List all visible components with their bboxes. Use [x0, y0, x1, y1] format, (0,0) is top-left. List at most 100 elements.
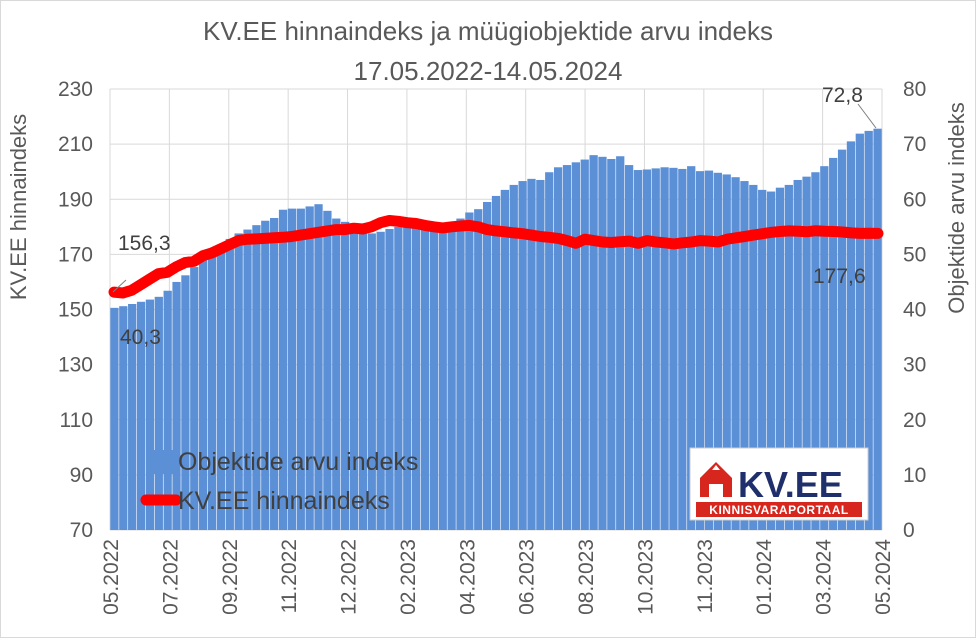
bar	[766, 191, 776, 530]
bar	[616, 156, 625, 530]
x-tick: 03.2024	[813, 539, 836, 615]
x-tick: 06.2023	[516, 539, 539, 615]
bar	[491, 195, 501, 530]
y-tick-left: 90	[70, 464, 93, 487]
annotation-left-end: 177,6	[813, 265, 866, 288]
bar	[225, 238, 234, 530]
bar	[163, 290, 172, 530]
annotation-right-start: 40,3	[120, 326, 161, 349]
bar	[864, 130, 873, 530]
bar	[651, 168, 660, 530]
y-tick-right: 80	[903, 78, 926, 101]
bar	[509, 184, 518, 531]
bar	[713, 172, 722, 531]
bar	[536, 179, 545, 531]
bar	[607, 159, 616, 531]
bar	[110, 307, 119, 530]
kv-ee-logo: KV.EE KINNISVARAPORTAAL	[689, 447, 869, 521]
bar	[261, 220, 270, 530]
bar	[758, 189, 767, 530]
bar	[695, 171, 705, 531]
bar	[145, 299, 155, 530]
bar	[669, 167, 678, 531]
legend-label-line: KV.EE hinnaindeks	[178, 487, 390, 515]
bar	[349, 226, 359, 531]
bar	[598, 156, 607, 530]
bar	[633, 170, 643, 530]
bar	[207, 253, 217, 530]
bar	[420, 225, 430, 530]
bar	[687, 166, 696, 531]
bar	[367, 233, 376, 531]
bar	[314, 204, 323, 530]
bar	[456, 218, 465, 530]
bar	[518, 181, 527, 530]
bar	[341, 221, 350, 530]
x-tick: 01.2024	[753, 539, 776, 615]
chart-subtitle: 17.05.2022-14.05.2024	[354, 56, 623, 86]
x-tick: 11.2023	[694, 539, 717, 613]
bar	[740, 181, 749, 530]
bar	[438, 226, 447, 531]
y-axis-right-label: Objektide arvu indeks	[944, 102, 969, 314]
bar	[793, 179, 802, 531]
bar	[296, 208, 305, 530]
y-tick-right: 30	[903, 354, 926, 377]
bar	[128, 303, 137, 530]
bar	[642, 169, 651, 531]
bar	[270, 217, 279, 530]
bar	[305, 206, 314, 530]
bar	[678, 168, 687, 530]
bar	[385, 229, 394, 530]
bar	[500, 189, 510, 530]
bar	[190, 267, 199, 530]
y-tick-right: 70	[903, 133, 926, 156]
bar	[474, 209, 483, 531]
x-tick: 02.2023	[397, 539, 420, 615]
y-tick-left: 170	[58, 243, 93, 266]
bar	[376, 231, 385, 530]
bar	[624, 165, 634, 530]
house-roof-accent-icon	[712, 465, 720, 470]
x-tick: 07.2022	[159, 539, 182, 615]
y-tick-right: 50	[903, 243, 926, 266]
house-icon	[700, 462, 732, 497]
bar	[216, 245, 226, 530]
bar	[181, 275, 190, 530]
y-tick-left: 130	[58, 354, 93, 377]
annotation-leader-end	[857, 103, 877, 129]
bar	[482, 202, 492, 530]
bar	[731, 177, 740, 530]
y-tick-right: 0	[903, 519, 915, 542]
bar	[660, 167, 669, 530]
bar	[580, 159, 589, 530]
bar	[811, 172, 820, 530]
bar	[837, 149, 847, 530]
bar	[447, 222, 456, 531]
x-tick: 09.2022	[219, 539, 242, 615]
bar	[234, 233, 243, 531]
y-tick-left: 210	[58, 133, 93, 156]
bar	[571, 162, 580, 530]
chart-title: KV.EE hinnaindeks ja müügiobjektide arvu…	[203, 16, 773, 46]
y-tick-right: 40	[903, 299, 926, 322]
x-tick: 05.2022	[100, 539, 123, 615]
bar	[199, 259, 208, 530]
bar	[403, 224, 412, 530]
annotation-right-end: 72,8	[822, 84, 863, 107]
annotation-leader-start	[112, 279, 127, 293]
bar	[172, 281, 181, 530]
bar	[465, 212, 474, 531]
bar	[429, 229, 439, 530]
y-tick-right: 20	[903, 409, 926, 432]
bar	[802, 176, 811, 530]
bar	[527, 178, 536, 530]
logo-wordmark: KV.EE	[738, 464, 843, 505]
y-tick-left: 110	[60, 409, 93, 432]
annotation-left-start: 156,3	[118, 232, 171, 255]
bar	[154, 296, 163, 530]
x-tick: 08.2023	[575, 539, 598, 615]
bar	[394, 226, 403, 530]
bar	[252, 225, 261, 530]
